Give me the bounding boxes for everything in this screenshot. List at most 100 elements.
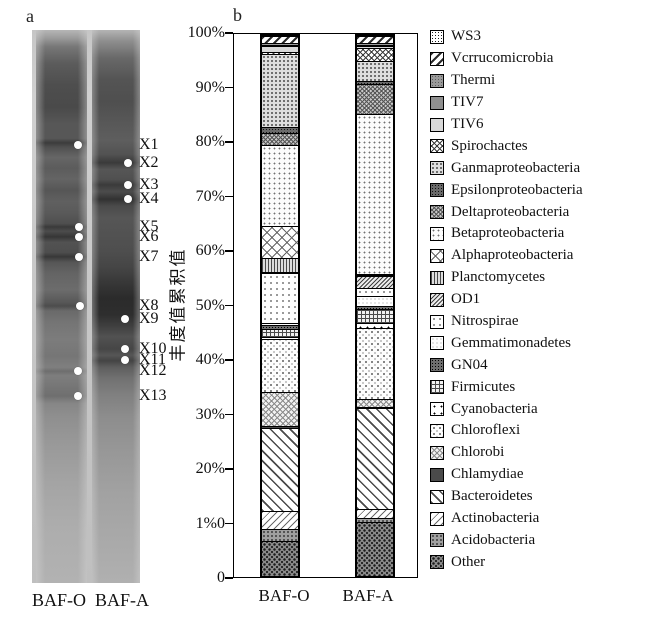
legend-item-planctomycetes: Planctomycetes (430, 267, 583, 289)
bar-segment-gemmatimonadetes (357, 296, 393, 307)
bar-segment-od1 (357, 276, 393, 288)
band-marker-label: X11 (139, 351, 166, 368)
legend-swatch-icon (430, 205, 444, 220)
bar-baf-o (260, 33, 300, 578)
bar-segment-chlorobi (262, 392, 298, 426)
bar-segment-ws3 (262, 35, 298, 37)
y-tick-label: 60% (195, 242, 225, 259)
y-tick-mark (225, 250, 233, 252)
bar-segment-tiv6 (262, 46, 298, 52)
bar-segment-ws3 (357, 35, 393, 37)
legend-item-other: Other (430, 551, 583, 573)
bar-segment-acidobacteria (262, 528, 298, 541)
bar-segment-firmicutes (357, 309, 393, 323)
legend-item-gn04: GN04 (430, 354, 583, 376)
y-tick-label: 80% (195, 133, 225, 150)
legend-label: OD1 (451, 291, 481, 308)
legend-swatch-icon (430, 511, 444, 526)
legend-swatch-icon (430, 139, 444, 154)
band-marker-label: X13 (139, 387, 167, 404)
y-tick-mark (225, 522, 233, 525)
legend-item-betaproteobacteria: Betaproteobacteria (430, 223, 583, 245)
bar-segment-thermi (357, 42, 393, 45)
legend-label: Other (451, 553, 486, 570)
bar-segment-epsilonproteobacteria (262, 127, 298, 133)
x-label-baf-a: BAF-A (342, 586, 394, 605)
legend-item-actinobacteria: Actinobacteria (430, 508, 583, 530)
y-tick-label: 0 (217, 569, 225, 586)
legend-label: TIV6 (451, 116, 484, 132)
legend-label: Epsilonproteobacteria (451, 181, 583, 198)
legend-item-tiv7: TIV7 (430, 92, 583, 114)
legend-label: Chlamydiae (451, 466, 524, 483)
band-marker-dot (74, 141, 82, 149)
bar-segment-alphaproteobacteria (357, 273, 393, 276)
band-marker-dot (75, 253, 83, 261)
bar-segment-bacteroidetes (357, 408, 393, 510)
y-tick-label: 50% (195, 296, 225, 314)
legend-label: WS3 (451, 28, 481, 45)
bar-segment-cyanobacteria (357, 322, 393, 328)
band-marker-dot (124, 195, 132, 203)
legend-label: Nitrospirae (451, 313, 519, 330)
legend-label: Firmicutes (451, 378, 516, 395)
bar-segment-actinobacteria (357, 509, 393, 518)
bar-segment-chloroflexi (262, 338, 298, 393)
legend-item-chlorobi: Chlorobi (430, 442, 583, 464)
bar-segment-nitrospirae (357, 287, 393, 297)
band-marker-dot (75, 223, 83, 231)
legend-label: Ganmaproteobacteria (451, 159, 581, 176)
legend-item-chlamydiae: Chlamydiae (430, 464, 583, 486)
legend-item-vcrrucomicrobia: Vcrrucomicrobia (430, 48, 583, 70)
bar-segment-bacteroidetes (262, 428, 298, 512)
y-tick-mark (225, 577, 233, 579)
band-marker-label: X4 (139, 190, 159, 207)
y-tick-label: 40% (195, 351, 225, 368)
legend-swatch-icon (430, 248, 444, 263)
bar-segment-other (357, 522, 393, 576)
y-axis-title: 丰度值累积值 (168, 247, 188, 362)
band-marker-label: X6 (139, 228, 159, 245)
legend-label: Thermi (451, 72, 496, 89)
bar-segment-epsilonproteobacteria (357, 80, 393, 84)
bar-segment-chlorobi (357, 398, 393, 408)
legend-item-bacteroidetes: Bacteroidetes (430, 486, 583, 508)
y-tick-label: 20% (195, 460, 225, 477)
legend-swatch-icon (430, 467, 444, 482)
bar-segment-other (262, 540, 298, 576)
bar-segment-tiv7 (262, 45, 298, 47)
y-tick-label: 1%0 (195, 514, 225, 532)
legend-label: Chlorobi (451, 444, 505, 461)
gel-lane-baf-a (92, 30, 140, 583)
legend-label: Betaproteobacteria (451, 225, 565, 242)
legend-item-alphaproteobacteria: Alphaproteobacteria (430, 245, 583, 267)
legend-item-gemmatimonadetes: Gemmatimonadetes (430, 332, 583, 354)
legend-label: Gemmatimonadetes (451, 334, 571, 351)
band-marker-dot (124, 181, 132, 189)
bar-segment-spirochactes (262, 51, 298, 54)
band-marker-label: X10 (139, 340, 167, 357)
band-marker-dot (124, 159, 132, 167)
bar-segment-actinobacteria (262, 511, 298, 529)
bar-segment-nitrospirae (262, 273, 298, 324)
bar-segment-chlamydiae (262, 425, 298, 429)
bar-segment-alphaproteobacteria (262, 225, 298, 258)
bar-segment-od1 (262, 271, 298, 274)
legend-item-tiv6: TIV6 (430, 114, 583, 136)
legend-swatch-icon (430, 402, 444, 417)
legend-item-od1: OD1 (430, 289, 583, 311)
legend-item-deltaproteobacteria: Deltaproteobacteria (430, 201, 583, 223)
legend-swatch-icon (430, 29, 444, 44)
gel-image (32, 30, 140, 583)
bar-segment-chloroflexi (357, 327, 393, 399)
legend-swatch-icon (430, 314, 444, 329)
bar-segment-tiv7 (357, 44, 393, 47)
bar-segment-planctomycetes (262, 257, 298, 272)
legend-label: Cyanobacteria (451, 400, 538, 417)
legend-item-epsilonproteobacteria: Epsilonproteobacteria (430, 179, 583, 201)
legend-label: Planctomycetes (451, 269, 546, 286)
legend-swatch-icon (430, 51, 444, 66)
legend-swatch-icon (430, 117, 444, 132)
legend-swatch-icon (430, 73, 444, 88)
legend-swatch-icon (430, 555, 444, 570)
